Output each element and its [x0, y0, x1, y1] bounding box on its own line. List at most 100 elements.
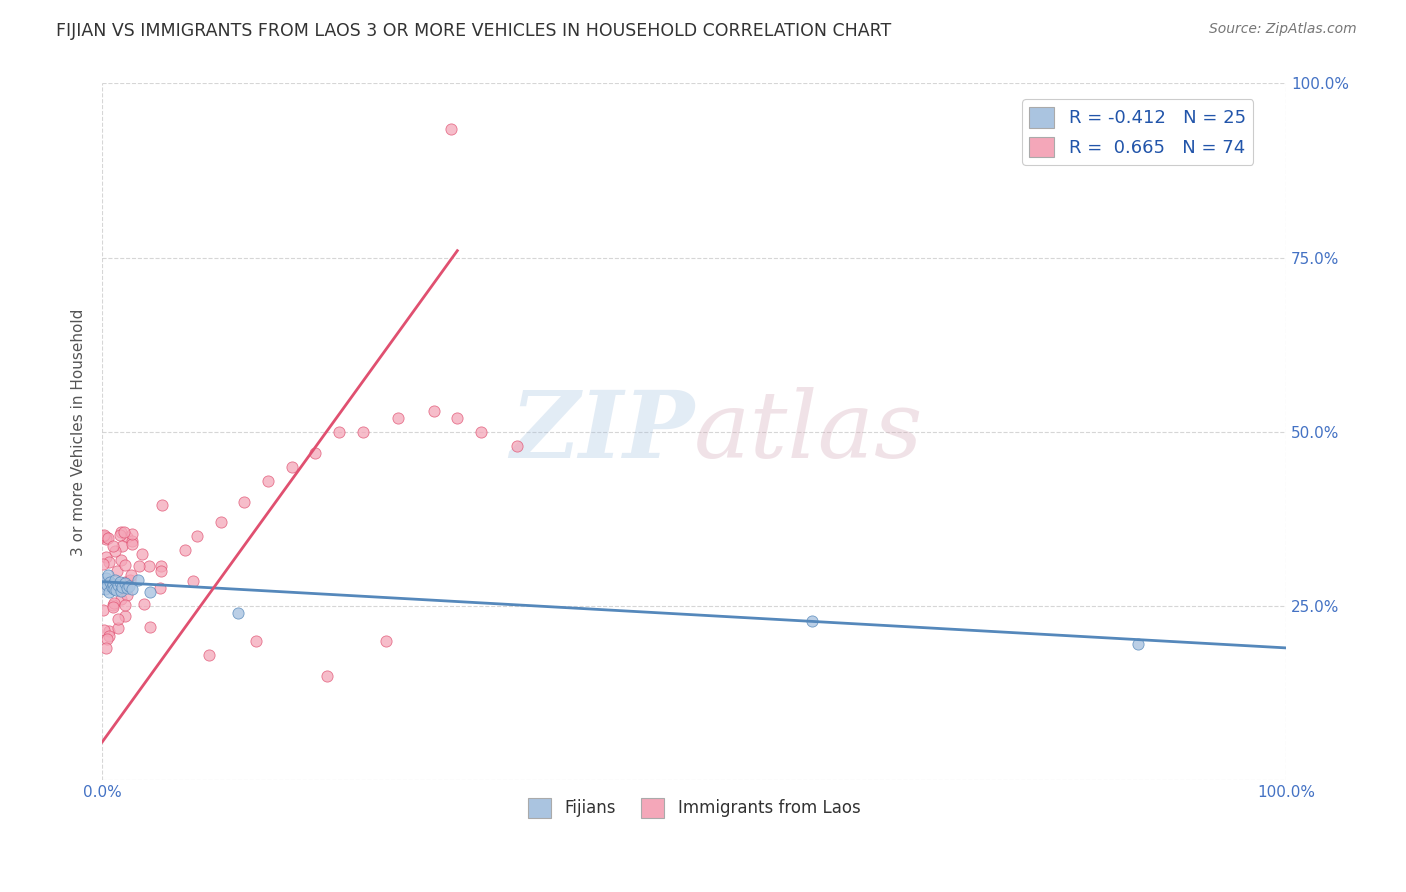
Point	[101, 580, 124, 594]
Point	[101, 539, 124, 553]
Point	[150, 558, 173, 573]
Point	[110, 591, 132, 606]
Point	[150, 564, 173, 578]
Point	[101, 576, 124, 591]
Point	[440, 121, 463, 136]
Point	[104, 579, 127, 593]
Point	[115, 530, 138, 544]
Point	[107, 622, 129, 636]
Point	[103, 600, 125, 615]
Point	[121, 533, 143, 548]
Point	[181, 574, 204, 589]
Point	[93, 603, 115, 617]
Point	[174, 543, 197, 558]
Point	[110, 552, 132, 566]
Point	[96, 531, 118, 545]
Point	[149, 581, 172, 595]
Point	[328, 425, 350, 439]
Point	[103, 596, 125, 610]
Point	[98, 555, 121, 569]
Point	[121, 582, 143, 597]
Point	[132, 597, 155, 611]
Point	[93, 574, 115, 589]
Point	[105, 582, 128, 597]
Text: Source: ZipAtlas.com: Source: ZipAtlas.com	[1209, 22, 1357, 37]
Point	[114, 575, 136, 590]
Point	[97, 629, 120, 643]
Point	[118, 573, 141, 587]
Point	[1126, 637, 1149, 651]
Point	[118, 579, 141, 593]
Point	[127, 573, 149, 587]
Point	[93, 528, 115, 542]
Point	[93, 557, 115, 571]
Point	[94, 640, 117, 655]
Point	[100, 580, 122, 594]
Point	[801, 615, 824, 629]
Point	[505, 439, 527, 453]
Point	[114, 576, 136, 591]
Point	[209, 516, 232, 530]
Point	[114, 608, 136, 623]
Point	[422, 404, 444, 418]
Point	[111, 580, 134, 594]
Point	[245, 634, 267, 648]
Point	[96, 632, 118, 647]
Point	[128, 558, 150, 573]
Point	[115, 588, 138, 602]
Point	[107, 578, 129, 592]
Point	[120, 567, 142, 582]
Point	[94, 571, 117, 585]
Point	[280, 459, 302, 474]
Point	[93, 529, 115, 543]
Text: ZIP: ZIP	[510, 387, 695, 477]
Point	[114, 598, 136, 612]
Point	[98, 624, 121, 638]
Point	[108, 574, 131, 589]
Point	[375, 634, 398, 648]
Point	[233, 494, 256, 508]
Point	[121, 527, 143, 541]
Point	[93, 624, 115, 638]
Point	[97, 567, 120, 582]
Point	[138, 620, 160, 634]
Point	[104, 573, 127, 587]
Point	[111, 539, 134, 553]
Legend: Fijians, Immigrants from Laos: Fijians, Immigrants from Laos	[522, 791, 868, 824]
Point	[105, 565, 128, 579]
Point	[110, 524, 132, 539]
Point	[103, 599, 125, 613]
Point	[107, 612, 129, 626]
Point	[115, 581, 138, 595]
Point	[304, 446, 326, 460]
Text: atlas: atlas	[695, 387, 924, 477]
Point	[93, 576, 115, 591]
Point	[94, 532, 117, 546]
Point	[103, 544, 125, 558]
Point	[131, 547, 153, 561]
Point	[98, 585, 121, 599]
Point	[150, 498, 173, 512]
Point	[352, 425, 374, 439]
Point	[470, 425, 492, 439]
Point	[110, 583, 132, 598]
Point	[96, 529, 118, 543]
Point	[100, 574, 122, 589]
Text: FIJIAN VS IMMIGRANTS FROM LAOS 3 OR MORE VEHICLES IN HOUSEHOLD CORRELATION CHART: FIJIAN VS IMMIGRANTS FROM LAOS 3 OR MORE…	[56, 22, 891, 40]
Point	[121, 537, 143, 551]
Point	[186, 529, 208, 543]
Point	[103, 582, 125, 596]
Point	[316, 669, 339, 683]
Point	[387, 411, 409, 425]
Point	[446, 411, 468, 425]
Point	[138, 559, 160, 574]
Point	[114, 558, 136, 572]
Y-axis label: 3 or more Vehicles in Household: 3 or more Vehicles in Household	[72, 308, 86, 556]
Point	[228, 606, 250, 620]
Point	[94, 549, 117, 564]
Point	[257, 474, 280, 488]
Point	[93, 582, 115, 596]
Point	[138, 585, 160, 599]
Point	[110, 528, 132, 542]
Point	[112, 524, 135, 539]
